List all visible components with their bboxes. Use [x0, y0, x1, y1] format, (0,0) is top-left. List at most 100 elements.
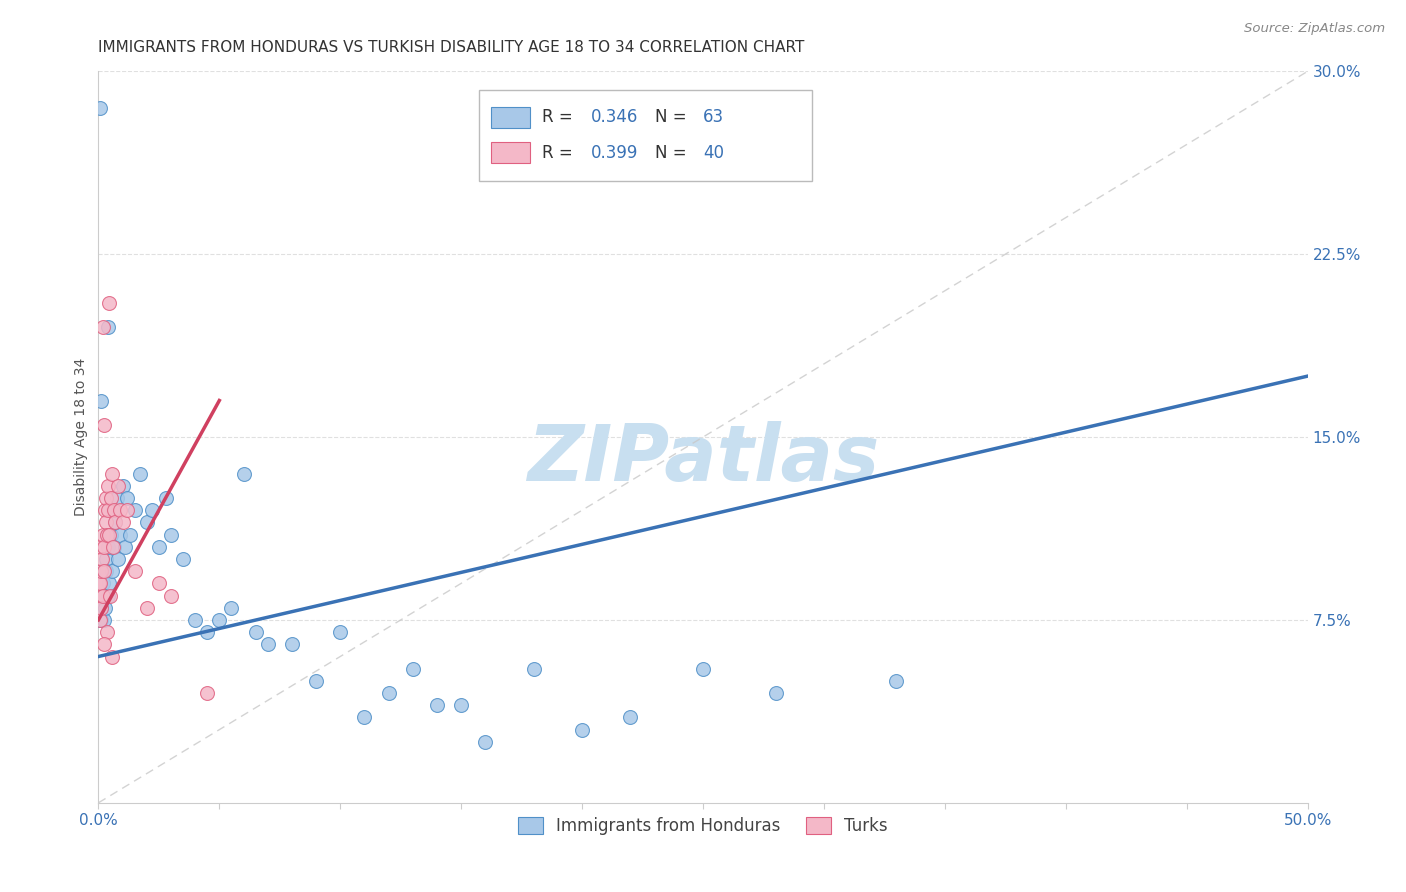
Point	[353, 710, 375, 724]
Point	[117, 491, 139, 505]
FancyBboxPatch shape	[492, 143, 530, 163]
Point	[571, 723, 593, 737]
Point	[93, 564, 115, 578]
Point	[195, 686, 218, 700]
Point	[103, 540, 125, 554]
Point	[619, 710, 641, 724]
Point	[96, 527, 118, 541]
Point	[98, 576, 121, 591]
Point	[90, 564, 112, 578]
Point	[450, 698, 472, 713]
Point	[111, 516, 134, 530]
Point	[426, 698, 449, 713]
Point	[91, 589, 114, 603]
Point	[89, 589, 111, 603]
Point	[96, 527, 118, 541]
Point	[89, 613, 111, 627]
Point	[94, 552, 117, 566]
Point	[118, 527, 141, 541]
Text: Source: ZipAtlas.com: Source: ZipAtlas.com	[1244, 22, 1385, 36]
Point	[97, 503, 120, 517]
Y-axis label: Disability Age 18 to 34: Disability Age 18 to 34	[75, 358, 89, 516]
Point	[94, 600, 117, 615]
Point	[90, 600, 112, 615]
Point	[184, 613, 207, 627]
Point	[141, 503, 163, 517]
Point	[108, 527, 131, 541]
Point	[108, 503, 131, 517]
Point	[98, 589, 121, 603]
Point	[402, 662, 425, 676]
Text: ZIPatlas: ZIPatlas	[527, 421, 879, 497]
Text: N =: N =	[655, 109, 692, 127]
Point	[89, 613, 111, 627]
Point	[160, 527, 183, 541]
Point	[89, 576, 111, 591]
Text: R =: R =	[543, 144, 578, 161]
Point	[160, 589, 183, 603]
Point	[281, 637, 304, 651]
Point	[692, 662, 714, 676]
Point	[100, 467, 122, 481]
Text: 63: 63	[703, 109, 724, 127]
Point	[104, 516, 127, 530]
FancyBboxPatch shape	[479, 90, 811, 181]
Point	[886, 673, 908, 688]
Point	[155, 491, 177, 505]
Point	[245, 625, 267, 640]
Point	[90, 613, 112, 627]
Point	[377, 686, 399, 700]
Point	[93, 540, 115, 554]
Text: R =: R =	[543, 109, 578, 127]
Point	[93, 613, 115, 627]
Point	[90, 393, 112, 408]
Point	[111, 479, 134, 493]
Point	[89, 589, 111, 603]
Point	[96, 491, 118, 505]
Point	[89, 540, 111, 554]
Point	[107, 552, 129, 566]
Point	[91, 527, 114, 541]
Text: N =: N =	[655, 144, 692, 161]
Point	[474, 735, 496, 749]
Point	[94, 503, 117, 517]
Point	[195, 625, 218, 640]
Point	[135, 600, 157, 615]
Point	[103, 503, 125, 517]
Point	[98, 527, 121, 541]
Point	[114, 540, 136, 554]
Text: 40: 40	[703, 144, 724, 161]
Text: 0.346: 0.346	[591, 109, 638, 127]
Point	[765, 686, 787, 700]
Point	[100, 649, 122, 664]
Point	[305, 673, 328, 688]
Point	[329, 625, 352, 640]
Point	[96, 564, 118, 578]
Point	[256, 637, 278, 651]
Point	[90, 600, 112, 615]
Point	[100, 564, 122, 578]
Point	[208, 613, 231, 627]
Point	[89, 576, 111, 591]
Point	[89, 576, 111, 591]
Text: 0.399: 0.399	[591, 144, 638, 161]
Point	[91, 320, 114, 334]
Point	[101, 540, 124, 554]
Point	[97, 479, 120, 493]
Point	[104, 516, 127, 530]
Point	[97, 540, 120, 554]
Point	[91, 589, 114, 603]
Point	[148, 576, 170, 591]
Point	[89, 564, 111, 578]
Text: IMMIGRANTS FROM HONDURAS VS TURKISH DISABILITY AGE 18 TO 34 CORRELATION CHART: IMMIGRANTS FROM HONDURAS VS TURKISH DISA…	[98, 40, 804, 55]
Point	[97, 320, 120, 334]
Point	[128, 467, 150, 481]
Point	[117, 503, 139, 517]
Point	[148, 540, 170, 554]
Point	[232, 467, 254, 481]
Point	[107, 479, 129, 493]
Point	[124, 503, 146, 517]
Point	[101, 503, 124, 517]
Point	[96, 625, 118, 640]
Point	[172, 552, 194, 566]
